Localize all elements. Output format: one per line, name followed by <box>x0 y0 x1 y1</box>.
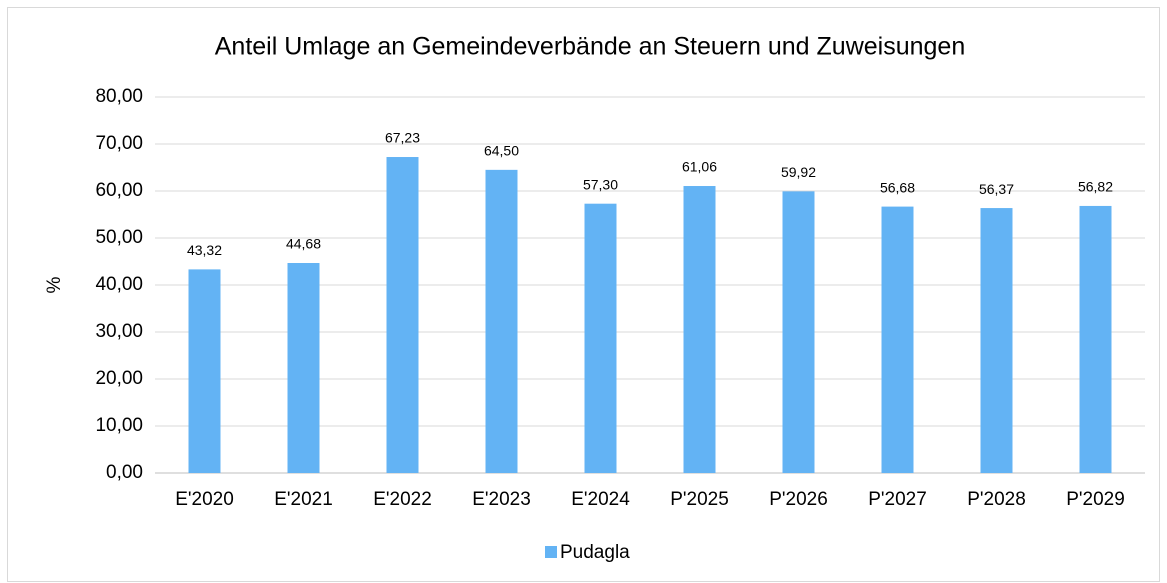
value-label: 56,37 <box>979 181 1014 197</box>
chart-title: Anteil Umlage an Gemeindeverbände an Ste… <box>215 33 966 61</box>
value-label: 56,82 <box>1078 179 1113 195</box>
x-tick-label: E'2023 <box>472 489 531 510</box>
value-label: 43,32 <box>187 242 222 258</box>
bar <box>485 169 518 473</box>
bar <box>1079 205 1112 474</box>
bar <box>881 206 914 473</box>
y-tick-label: 0,00 <box>106 462 143 483</box>
x-tick-label: E'2021 <box>274 489 333 510</box>
legend-swatch <box>545 546 557 558</box>
bar <box>782 191 815 473</box>
x-tick-label: E'2024 <box>571 489 630 510</box>
value-label: 44,68 <box>286 236 321 252</box>
y-tick-label: 20,00 <box>95 368 143 389</box>
bar <box>188 269 221 473</box>
y-tick-label: 70,00 <box>95 133 143 154</box>
value-label: 59,92 <box>781 164 816 180</box>
bar <box>980 208 1013 473</box>
x-tick-label: P'2025 <box>670 489 729 510</box>
bar <box>287 263 320 473</box>
value-label: 67,23 <box>385 130 420 146</box>
x-tick-label: P'2028 <box>967 489 1026 510</box>
y-tick-label: 10,00 <box>95 415 143 436</box>
bar <box>386 157 419 474</box>
x-tick-label: E'2022 <box>373 489 432 510</box>
value-label: 61,06 <box>682 159 717 175</box>
legend-label: Pudagla <box>560 542 630 563</box>
bar <box>584 203 617 473</box>
bar <box>683 186 716 473</box>
y-tick-label: 60,00 <box>95 180 143 201</box>
y-axis-label: % <box>44 276 65 293</box>
value-label: 64,50 <box>484 143 519 159</box>
value-label: 57,30 <box>583 176 618 192</box>
x-tick-label: P'2027 <box>868 489 927 510</box>
x-tick-label: E'2020 <box>175 489 234 510</box>
y-tick-label: 50,00 <box>95 227 143 248</box>
y-tick-label: 30,00 <box>95 321 143 342</box>
y-tick-label: 80,00 <box>95 86 143 107</box>
y-tick-label: 40,00 <box>95 274 143 295</box>
x-tick-label: P'2026 <box>769 489 828 510</box>
x-tick-label: P'2029 <box>1066 489 1125 510</box>
value-label: 56,68 <box>880 179 915 195</box>
